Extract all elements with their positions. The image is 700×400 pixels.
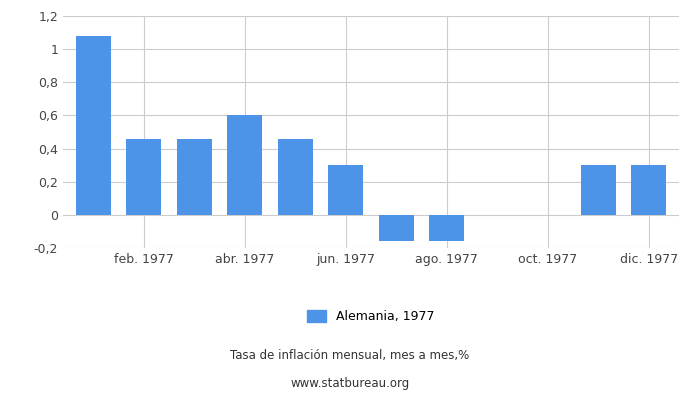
Bar: [631, 165, 666, 215]
Bar: [76, 36, 111, 215]
Bar: [278, 139, 313, 215]
Text: www.statbureau.org: www.statbureau.org: [290, 378, 410, 390]
Bar: [379, 215, 414, 241]
Bar: [580, 165, 616, 215]
Legend: Alemania, 1977: Alemania, 1977: [302, 305, 440, 328]
Bar: [429, 215, 464, 241]
Text: Tasa de inflación mensual, mes a mes,%: Tasa de inflación mensual, mes a mes,%: [230, 350, 470, 362]
Bar: [328, 165, 363, 215]
Bar: [126, 139, 162, 215]
Bar: [176, 139, 212, 215]
Bar: [227, 116, 262, 215]
